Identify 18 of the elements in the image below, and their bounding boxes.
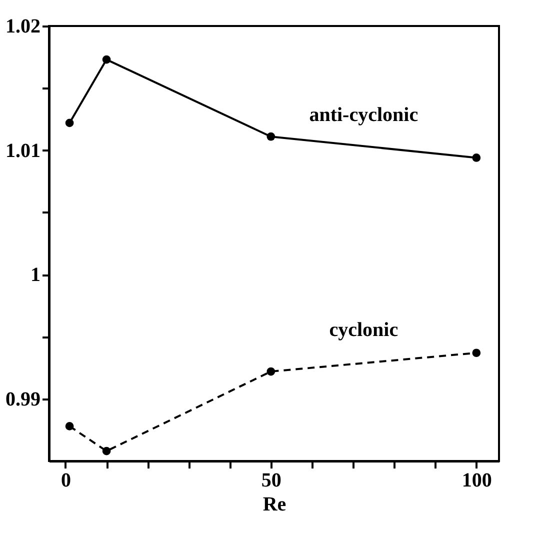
- point: [472, 348, 481, 358]
- point: [102, 446, 111, 456]
- x-axis-title: Re: [262, 494, 286, 516]
- y-tick-label: 1.01: [6, 140, 40, 162]
- series-label: anti-cyclonic: [309, 104, 418, 126]
- point: [472, 154, 481, 162]
- point: [65, 118, 74, 128]
- y-tick-label: 0.99: [6, 388, 40, 410]
- x-tick-label: 100: [462, 470, 492, 492]
- series-label: cyclonic: [329, 319, 398, 342]
- y-tick-label: 1.02: [6, 16, 40, 38]
- point: [266, 132, 276, 141]
- point: [102, 55, 111, 64]
- point: [266, 367, 276, 376]
- x-tick-label: 0: [60, 470, 71, 492]
- point: [65, 422, 74, 430]
- x-tick-label: 50: [261, 470, 282, 492]
- y-tick-label: 1: [30, 264, 40, 286]
